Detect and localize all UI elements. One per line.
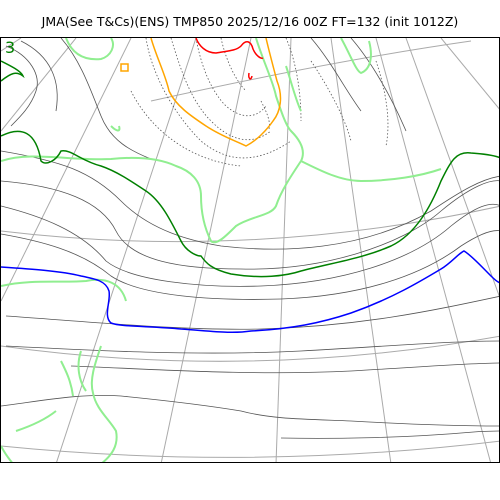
isotherm-red <box>195 38 264 80</box>
isotherm-orange <box>150 38 282 147</box>
latitude-lines <box>1 40 499 458</box>
isotherm-zero-green <box>1 60 499 278</box>
coastlines <box>1 38 442 462</box>
isotherm-blue <box>1 250 499 334</box>
orange-marker <box>120 63 129 72</box>
map-panel: 3 <box>0 37 500 463</box>
contour-label: 3 <box>5 38 15 57</box>
dotted-isotherms <box>130 38 389 167</box>
map-title: JMA(See T&Cs)(ENS) TMP850 2025/12/16 00Z… <box>41 14 459 29</box>
isotherm-lines <box>1 38 499 439</box>
longitude-lines <box>1 38 499 462</box>
